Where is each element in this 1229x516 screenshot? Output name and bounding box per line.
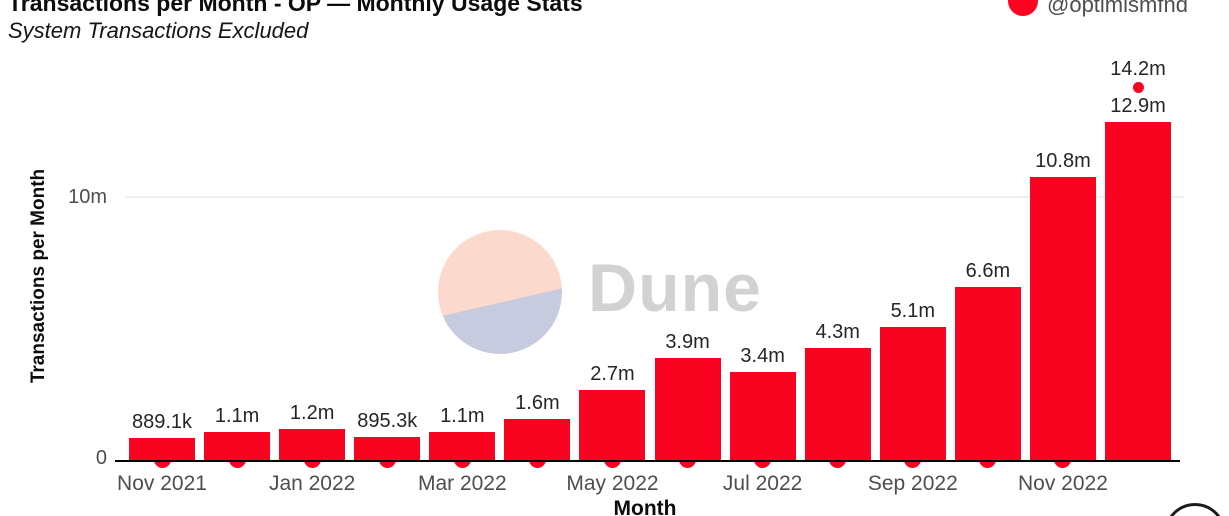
bar-value-label: 895.3k — [357, 410, 418, 433]
optimism-logo-icon — [1008, 0, 1038, 16]
bar-value-label: 889.1k — [131, 410, 193, 433]
x-axis-label: Month — [613, 497, 677, 516]
x-tick-label: May 2022 — [566, 472, 659, 495]
x-tick-label: Jul 2022 — [722, 472, 803, 495]
y-tick-0: 0 — [95, 447, 107, 469]
y-tick-10m: 10m — [68, 186, 107, 208]
bar-value-label: 1.6m — [515, 391, 560, 414]
chart-subtitle: System Transactions Excluded — [8, 18, 309, 43]
bar — [579, 389, 646, 462]
scatter-dot — [1132, 82, 1144, 94]
bar-value-label: 1.2m — [289, 402, 335, 425]
bar-value-label: 2.7m — [590, 362, 635, 385]
corner-circle-icon[interactable] — [1164, 503, 1226, 516]
gridline-10m — [126, 196, 1184, 198]
bar-value-label: 6.6m — [965, 260, 1011, 283]
dune-logo-icon — [438, 230, 562, 354]
bar — [1105, 121, 1172, 462]
bar — [804, 347, 871, 462]
bar-value-label: 3.4m — [740, 344, 785, 367]
bar-value-label: 4.3m — [815, 320, 860, 343]
bar — [879, 326, 946, 462]
x-tick-label: Sep 2022 — [867, 472, 958, 495]
x-tick-label: Nov 2022 — [1018, 472, 1108, 495]
bar-value-label: 1.1m — [214, 405, 260, 428]
chart-title: Transactions per Month - OP — Monthly Us… — [8, 0, 583, 16]
bar-value-label: 3.9m — [665, 331, 710, 354]
bar-value-label: 10.8m — [1035, 149, 1091, 172]
attribution-handle[interactable]: @optimismfnd — [1047, 0, 1188, 17]
x-tick-label: Nov 2021 — [117, 472, 207, 495]
dune-wordmark: Dune — [588, 250, 762, 326]
x-axis-line — [115, 459, 1180, 462]
bar — [1029, 176, 1096, 462]
scatter-value-label: 14.2m — [1110, 57, 1166, 80]
x-tick-label: Mar 2022 — [417, 472, 507, 495]
bar — [729, 371, 796, 462]
bar — [654, 358, 721, 462]
bar-value-label: 12.9m — [1110, 94, 1166, 117]
bar — [954, 287, 1021, 462]
bar-value-label: 1.1m — [440, 405, 485, 428]
x-tick-label: Jan 2022 — [268, 472, 356, 495]
bar-value-label: 5.1m — [890, 299, 936, 322]
